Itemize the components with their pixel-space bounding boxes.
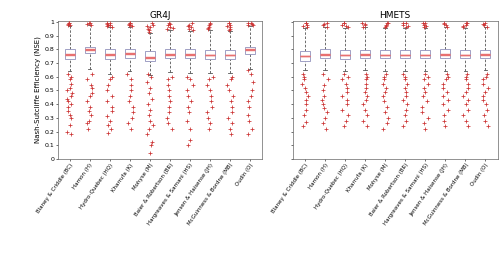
Bar (145, 51, 155, 61)
Bar (225, 50, 235, 59)
Bar (245, 47, 255, 54)
Bar (440, 49, 450, 58)
Bar (185, 49, 195, 58)
Bar (420, 50, 430, 58)
Bar (64, 49, 74, 59)
Bar (205, 50, 215, 59)
Bar (400, 50, 410, 58)
Bar (320, 49, 330, 58)
Title: GR4J: GR4J (149, 11, 171, 20)
Bar (300, 51, 310, 61)
Y-axis label: Nash-Sutcliffe Efficiency (NSE): Nash-Sutcliffe Efficiency (NSE) (35, 36, 42, 143)
Bar (480, 50, 490, 58)
Bar (360, 50, 370, 58)
Bar (460, 50, 470, 58)
Bar (84, 47, 94, 53)
Title: HMETS: HMETS (380, 11, 411, 20)
Bar (340, 50, 350, 59)
Bar (165, 49, 175, 58)
Bar (124, 49, 134, 58)
Bar (104, 49, 115, 59)
Bar (380, 50, 390, 58)
